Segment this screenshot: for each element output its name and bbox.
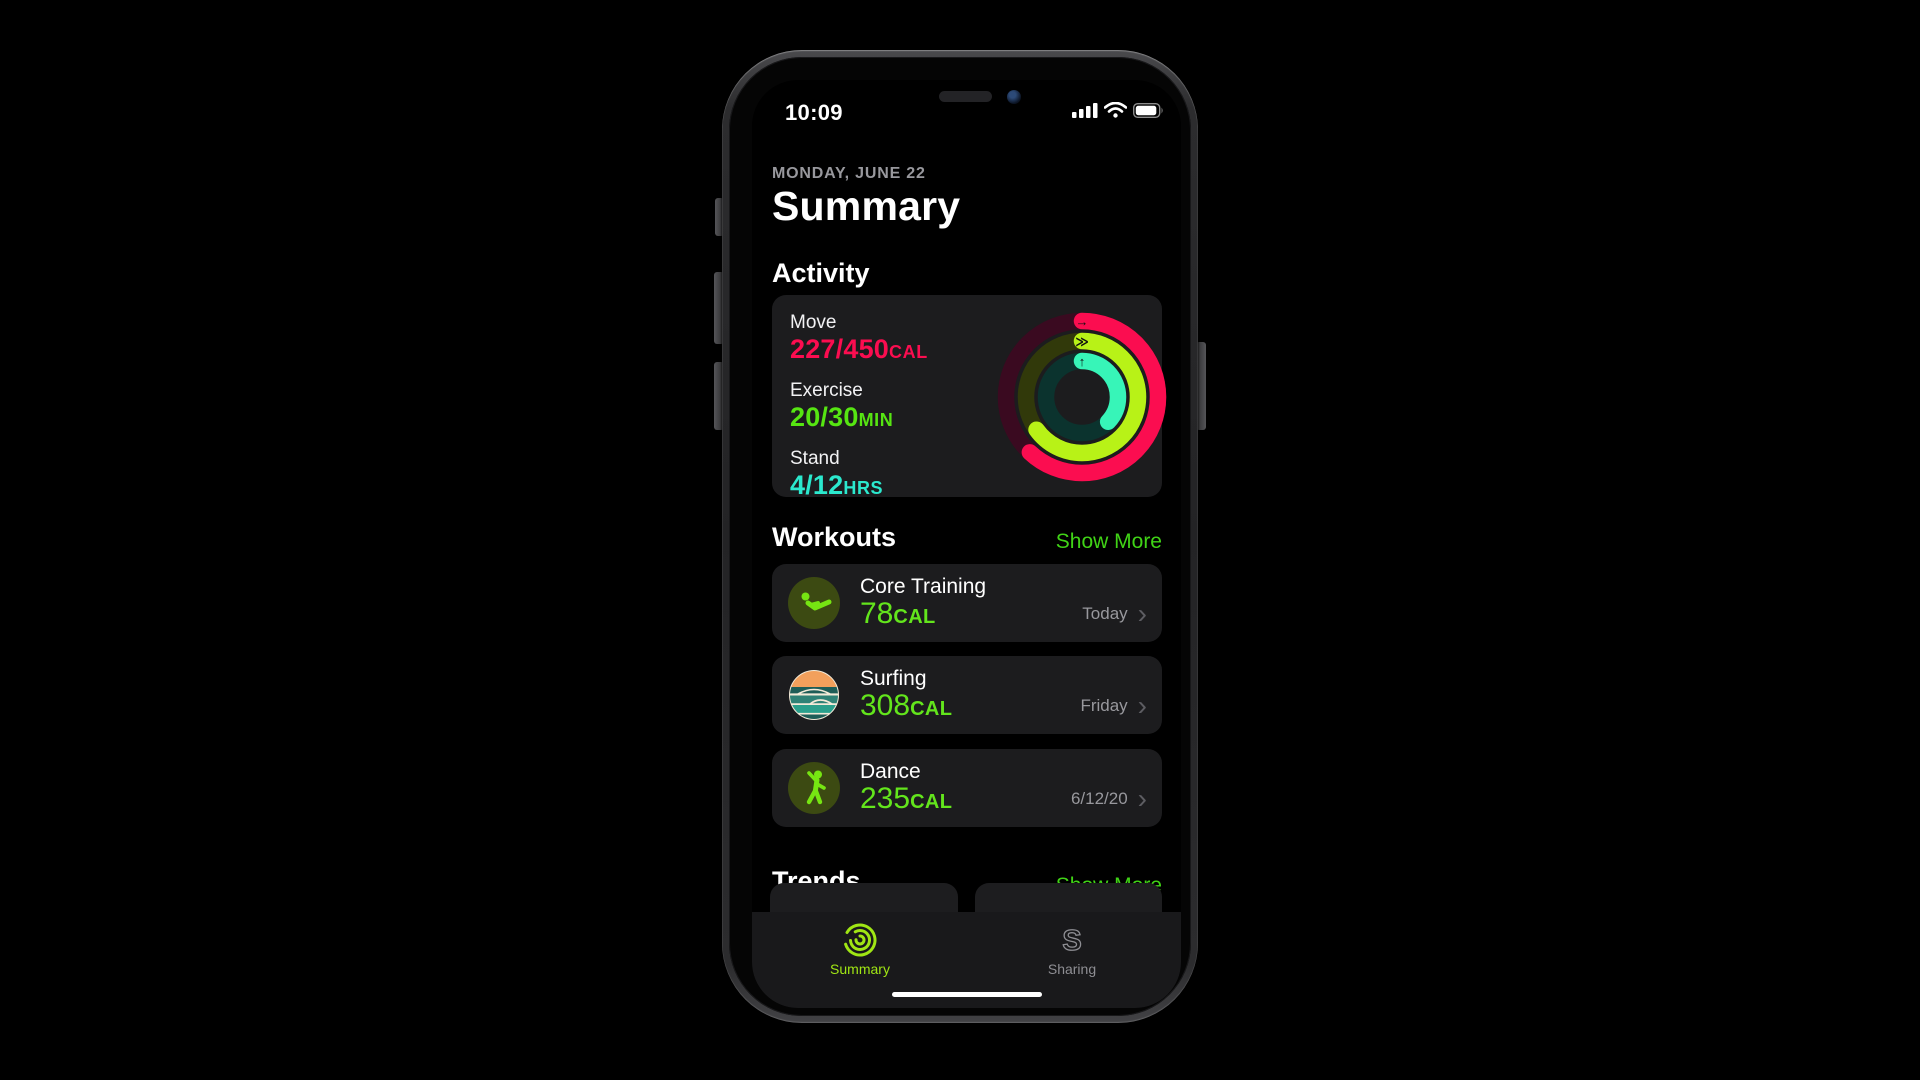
stand-ring-arrow: ↑ — [1079, 354, 1086, 369]
workouts-show-more-button[interactable]: Show More — [1055, 530, 1162, 553]
home-indicator[interactable] — [892, 992, 1042, 997]
stand-unit: HRS — [843, 478, 884, 498]
workout-row-core-training[interactable]: Core Training 78CAL Today › — [772, 564, 1162, 642]
phone-screen: 10:09 — [752, 80, 1181, 1008]
workout-unit: CAL — [910, 791, 953, 813]
workouts-section-title: Workouts — [772, 522, 897, 552]
workout-date: 6/12/20 — [1070, 789, 1128, 808]
cellular-signal-icon — [1072, 103, 1098, 118]
tab-summary-label: Summary — [830, 961, 890, 977]
volume-down-button — [714, 362, 724, 430]
activity-card[interactable]: Move 227/450CAL Exercise 20/30MIN Stand … — [772, 295, 1167, 500]
stand-value: 4/12 — [790, 470, 844, 500]
stand-label: Stand — [790, 448, 840, 469]
date-label: MONDAY, JUNE 22 — [772, 165, 926, 182]
speaker-grille — [939, 91, 992, 102]
summary-rings-icon — [843, 923, 877, 957]
surfing-icon — [789, 670, 839, 720]
chevron-right-icon: › — [1137, 783, 1147, 814]
chevron-right-icon: › — [1137, 598, 1147, 629]
battery-icon — [1133, 102, 1163, 118]
workout-calories: 78 — [860, 597, 894, 630]
activity-metrics: Move 227/450CAL Exercise 20/30MIN Stand … — [790, 311, 928, 515]
move-value: 227/450 — [790, 334, 889, 364]
volume-up-button — [714, 272, 724, 344]
status-time: 10:09 — [785, 100, 843, 125]
page-title: Summary — [772, 183, 961, 229]
tab-sharing[interactable]: S Sharing — [1012, 923, 1132, 977]
svg-text:S: S — [1062, 925, 1081, 957]
phone-frame: 10:09 — [722, 50, 1198, 1023]
exercise-unit: MIN — [858, 410, 894, 430]
workout-date: Friday — [1080, 696, 1128, 715]
workout-date: Today — [1082, 604, 1128, 623]
front-camera — [1007, 90, 1021, 104]
power-button — [1196, 342, 1206, 430]
exercise-label: Exercise — [790, 380, 863, 401]
chevron-right-icon: › — [1137, 690, 1147, 721]
wifi-icon — [1104, 102, 1127, 118]
move-label: Move — [790, 312, 837, 333]
dance-icon — [788, 762, 840, 814]
workout-calories: 235 — [860, 782, 911, 815]
activity-section-title: Activity — [772, 258, 870, 288]
phone-bezel: 10:09 — [729, 57, 1191, 1016]
exercise-metric: Exercise 20/30MIN — [790, 379, 928, 436]
workout-name: Dance — [860, 760, 921, 783]
tab-summary[interactable]: Summary — [800, 923, 920, 977]
workout-unit: CAL — [910, 698, 953, 720]
workout-row-surfing[interactable]: Surfing 308CAL Friday › — [772, 656, 1162, 734]
workout-name: Surfing — [860, 667, 927, 690]
move-unit: CAL — [889, 342, 928, 362]
core-training-icon — [788, 577, 840, 629]
sharing-icon: S — [1062, 924, 1083, 957]
move-ring-arrow: → — [1076, 314, 1089, 329]
workout-calories: 308 — [860, 689, 911, 722]
workout-unit: CAL — [893, 606, 936, 628]
stand-metric: Stand 4/12HRS — [790, 447, 928, 504]
exercise-ring-arrow: ≫ — [1075, 334, 1089, 349]
status-icons — [1072, 102, 1164, 118]
mute-switch — [715, 198, 724, 236]
workout-row-dance[interactable]: Dance 235CAL 6/12/20 › — [772, 749, 1162, 827]
move-metric: Move 227/450CAL — [790, 311, 928, 368]
exercise-value: 20/30 — [790, 402, 859, 432]
workout-name: Core Training — [860, 575, 987, 598]
tab-sharing-label: Sharing — [1047, 961, 1097, 977]
activity-rings-icon: → ≫ ↑ — [997, 312, 1167, 482]
